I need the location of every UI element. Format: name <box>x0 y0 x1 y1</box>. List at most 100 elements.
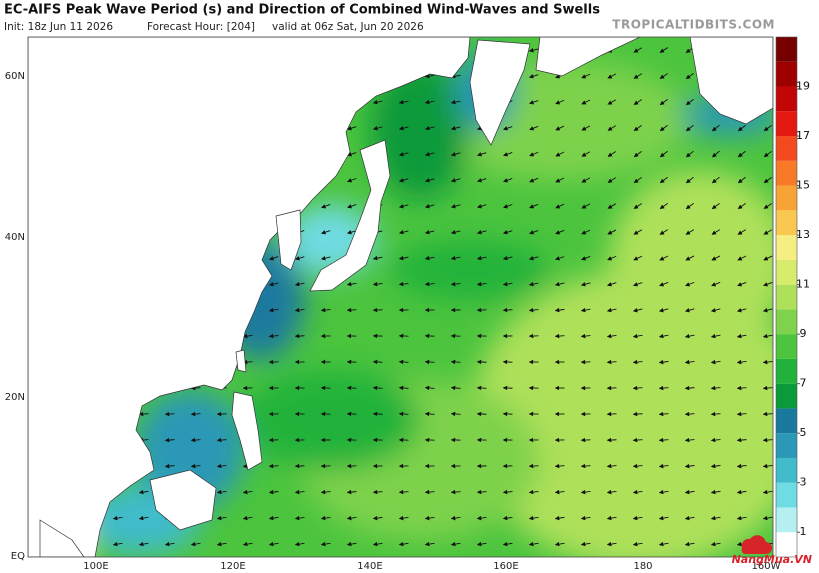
colorbar-bin <box>776 507 797 533</box>
wave-direction-arrow <box>607 99 617 105</box>
wave-direction-arrow <box>711 124 720 132</box>
colorbar-bin <box>776 210 797 236</box>
wave-direction-arrow <box>268 515 279 521</box>
wave-direction-arrow <box>684 333 695 339</box>
wave-direction-arrow <box>658 463 669 469</box>
wave-direction-arrow <box>346 541 357 547</box>
wave-direction-arrow <box>633 151 642 158</box>
colorbar-bin <box>776 111 797 137</box>
wave-direction-arrow <box>372 541 383 547</box>
colorbar-label: 5 <box>800 426 807 439</box>
wave-direction-arrow <box>503 152 513 157</box>
wave-direction-arrow <box>658 489 669 495</box>
wave-direction-arrow <box>216 437 227 443</box>
wave-direction-arrow <box>476 385 487 391</box>
wave-direction-arrow <box>398 229 409 235</box>
wave-direction-arrow <box>242 541 253 547</box>
wave-direction-arrow <box>737 203 746 210</box>
wave-direction-arrow <box>424 178 435 183</box>
wave-direction-arrow <box>710 333 721 339</box>
wave-direction-arrow <box>737 255 747 261</box>
wave-direction-arrow <box>502 515 513 521</box>
wave-direction-arrow <box>294 256 305 261</box>
wave-direction-arrow <box>476 489 487 495</box>
wave-direction-arrow <box>684 411 695 417</box>
wave-direction-arrow <box>528 48 539 53</box>
wave-direction-arrow <box>736 308 747 313</box>
wave-direction-arrow <box>658 515 669 521</box>
wave-direction-arrow <box>762 308 773 313</box>
colorbar-label: 11 <box>796 278 810 291</box>
wave-direction-arrow <box>450 359 461 365</box>
colorbar-bin <box>776 284 797 310</box>
wave-direction-arrow <box>190 437 201 443</box>
wave-direction-arrow <box>346 489 357 495</box>
valid-time: valid at 06z Sat, Jun 20 2026 <box>272 21 424 33</box>
wave-direction-arrow <box>606 359 617 365</box>
wave-direction-arrow <box>710 437 721 443</box>
wave-direction-arrow <box>268 463 279 469</box>
wave-direction-arrow <box>736 463 747 469</box>
wave-direction-arrow <box>398 178 409 183</box>
lat-label: EQ <box>11 551 25 562</box>
wave-direction-arrow <box>554 256 565 261</box>
lon-label: 160W <box>752 561 781 572</box>
wave-direction-arrow <box>321 230 331 235</box>
wave-direction-arrow <box>633 47 643 53</box>
wave-direction-arrow <box>502 255 513 261</box>
wave-direction-arrow <box>268 489 279 495</box>
wave-direction-arrow <box>633 177 642 184</box>
wave-direction-arrow <box>633 229 643 235</box>
wave-direction-arrow <box>398 541 409 547</box>
wave-direction-arrow <box>710 385 721 391</box>
wave-direction-arrow <box>607 151 617 157</box>
wave-direction-arrow <box>710 515 721 521</box>
wave-direction-arrow <box>268 333 279 339</box>
wave-direction-arrow <box>763 255 773 261</box>
site-name: TROPICALTIDBITS.COM <box>612 18 775 32</box>
wave-direction-arrow <box>424 411 435 417</box>
colorbar-bin <box>776 37 797 62</box>
wave-direction-arrow <box>685 73 694 80</box>
wave-direction-arrow <box>684 385 695 391</box>
wave-direction-arrow <box>580 515 591 521</box>
wave-direction-arrow <box>606 489 617 495</box>
wave-direction-arrow <box>659 176 668 184</box>
wave-direction-arrow <box>685 229 695 235</box>
wave-direction-arrow <box>450 385 461 391</box>
wave-direction-arrow <box>424 125 435 131</box>
wave-direction-arrow <box>581 73 591 79</box>
wave-direction-arrow <box>138 411 149 417</box>
wave-direction-arrow <box>424 385 435 391</box>
colorbar-label: 17 <box>796 129 810 142</box>
wave-direction-arrow <box>554 307 565 313</box>
wave-direction-arrow <box>398 359 409 365</box>
wave-direction-arrow <box>347 152 357 157</box>
wave-direction-arrow <box>529 151 539 157</box>
wave-direction-arrow <box>711 229 721 235</box>
wave-direction-arrow <box>424 204 435 209</box>
wave-direction-arrow <box>580 541 591 547</box>
wave-direction-arrow <box>555 99 565 105</box>
wave-direction-arrow <box>320 307 331 313</box>
wave-direction-arrow <box>294 489 305 495</box>
wave-direction-arrow <box>632 333 643 339</box>
wave-direction-arrow <box>762 489 773 495</box>
wave-direction-arrow <box>607 255 617 261</box>
wave-direction-arrow <box>659 124 668 132</box>
wave-direction-arrow <box>450 125 461 131</box>
wave-direction-arrow <box>294 463 305 469</box>
wave-direction-arrow <box>424 99 435 105</box>
wave-direction-arrow <box>658 308 669 313</box>
wave-direction-arrow <box>659 229 669 235</box>
wave-direction-arrow <box>347 204 357 209</box>
wave-direction-arrow <box>633 125 642 132</box>
wave-direction-arrow <box>685 98 694 106</box>
wave-direction-arrow <box>398 515 409 521</box>
wave-direction-arrow <box>450 99 461 105</box>
wave-direction-arrow <box>529 100 539 105</box>
wave-direction-arrow <box>528 256 539 261</box>
wave-direction-arrow <box>555 177 565 183</box>
